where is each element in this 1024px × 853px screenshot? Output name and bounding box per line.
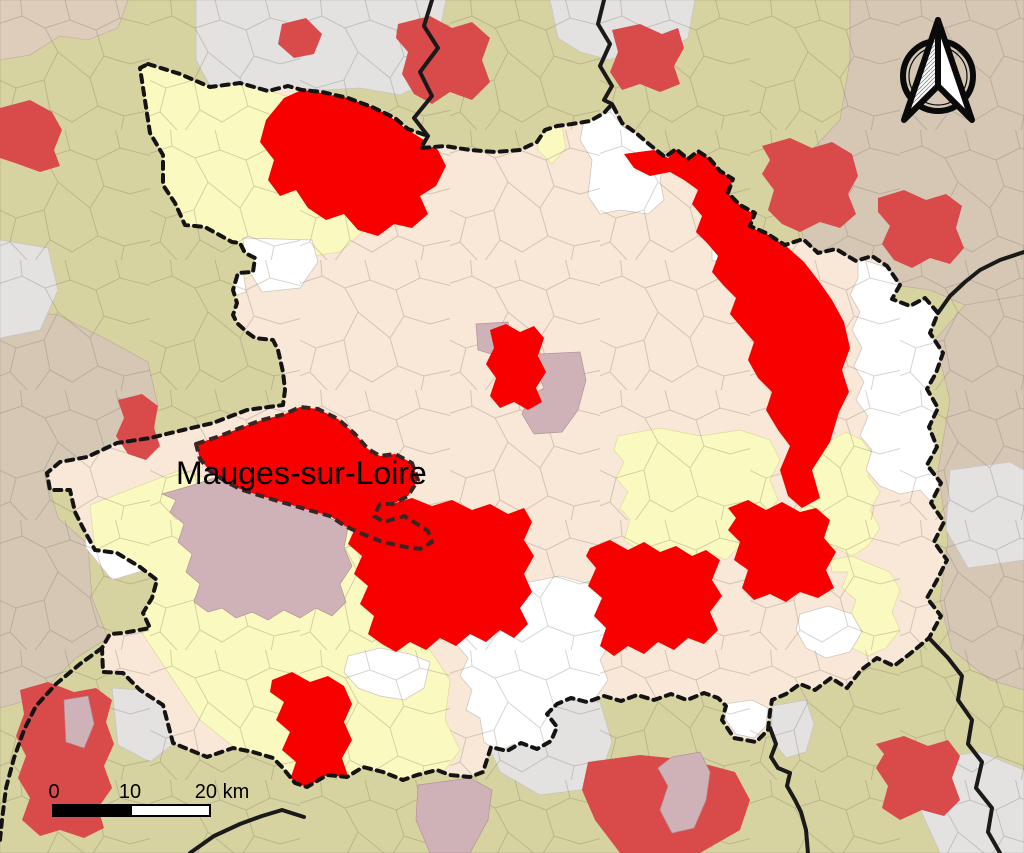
commune-patch-red [0,100,62,172]
north-arrow-icon [900,17,976,123]
department-boundaries-solid [188,0,1024,853]
outside-feature-communes [0,16,964,853]
commune-patch-red [396,16,490,104]
scale-tick-0: 0 [48,781,59,803]
commune-patch-mauve [63,695,95,749]
commune-patch-red [876,736,960,820]
commune-patch-red [270,672,352,787]
commune-patch-mauve [657,751,711,834]
commune-patch-red [728,500,836,602]
boundary-line [936,250,1024,315]
commune-patch-red [610,24,684,92]
scale-tick-10: 10 [119,781,141,803]
boundary-line [596,0,614,106]
commune-patch-red [260,88,446,236]
boundary-line [927,636,1002,853]
commune-patch-red [586,540,722,656]
commune-label: Mauges-sur-Loire [176,455,427,491]
commune-patch-red [116,394,160,460]
boundary-line [412,0,440,138]
commune-patch-red [878,190,964,268]
boundary-line [768,726,810,853]
commune-patch-red [486,324,546,410]
commune-patch-red [624,148,850,508]
commune-patch-red [762,138,858,232]
mauges-sur-loire-commune[interactable] [194,405,434,551]
department-boundary-dashed [45,62,949,789]
scale-bar-filled-segment [53,805,132,816]
department-feature-communes [160,88,850,787]
commune-patch-red [278,18,322,58]
commune-patch-mauve [415,777,493,853]
scale-bar: 0 10 20 km [48,781,249,817]
boundary-line [188,808,306,853]
boundary-line-dashed-spur [0,646,104,842]
scale-tick-20km: 20 km [195,781,249,803]
north-arrow-right-half [935,17,975,123]
